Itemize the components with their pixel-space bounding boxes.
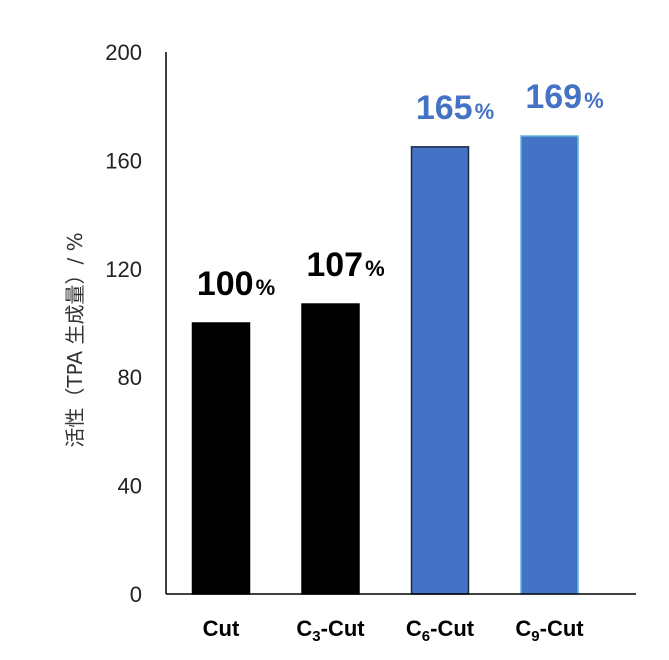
- x-category-label: C9-Cut: [515, 616, 584, 645]
- category-suffix: -Cut: [430, 616, 475, 641]
- data-label-unit: %: [475, 99, 495, 124]
- data-label-unit: %: [256, 275, 276, 300]
- data-label-value: 165: [416, 89, 473, 127]
- category-suffix: -Cut: [540, 616, 585, 641]
- data-label: 169%: [525, 78, 603, 116]
- data-label: 165%: [416, 89, 494, 127]
- x-axis-categories: Cut C3-Cut C6-Cut C9-Cut: [203, 616, 585, 645]
- bar: [520, 135, 579, 595]
- bar: [301, 303, 360, 595]
- data-label-value: 169: [525, 78, 582, 116]
- category-base: Cut: [203, 616, 240, 641]
- x-category-label: C3-Cut: [296, 616, 365, 645]
- category-subscript: 6: [422, 628, 430, 645]
- y-axis-title-group: 活性（TPA 生成量）/ %: [63, 232, 87, 447]
- y-axis-ticks: 0 40 80 120 160 200: [105, 40, 142, 607]
- y-tick-label: 80: [118, 365, 142, 390]
- y-axis-title: 活性（TPA 生成量）/ %: [63, 232, 87, 447]
- category-subscript: 3: [312, 628, 320, 645]
- bars: [191, 135, 579, 595]
- y-tick-label: 40: [118, 474, 142, 499]
- y-tick-label: 0: [130, 582, 142, 607]
- category-suffix: -Cut: [321, 616, 366, 641]
- x-category-label: C6-Cut: [406, 616, 475, 645]
- data-labels: 100%107%165% 169%: [197, 78, 604, 303]
- y-tick-label: 120: [105, 257, 142, 282]
- bar: [410, 146, 470, 595]
- y-tick-label: 160: [105, 148, 142, 173]
- data-label: 107%: [306, 246, 384, 284]
- data-label-unit: %: [584, 88, 604, 113]
- category-base: C: [296, 616, 312, 641]
- data-label-value: 107: [306, 246, 363, 284]
- y-tick-label: 200: [105, 40, 142, 65]
- category-base: C: [515, 616, 531, 641]
- data-label: 100%: [197, 265, 275, 303]
- bar: [191, 322, 251, 595]
- category-base: C: [406, 616, 422, 641]
- data-label-unit: %: [365, 256, 385, 281]
- data-label-value: 100: [197, 265, 254, 303]
- category-subscript: 9: [531, 628, 539, 645]
- x-category-label: Cut: [203, 616, 240, 641]
